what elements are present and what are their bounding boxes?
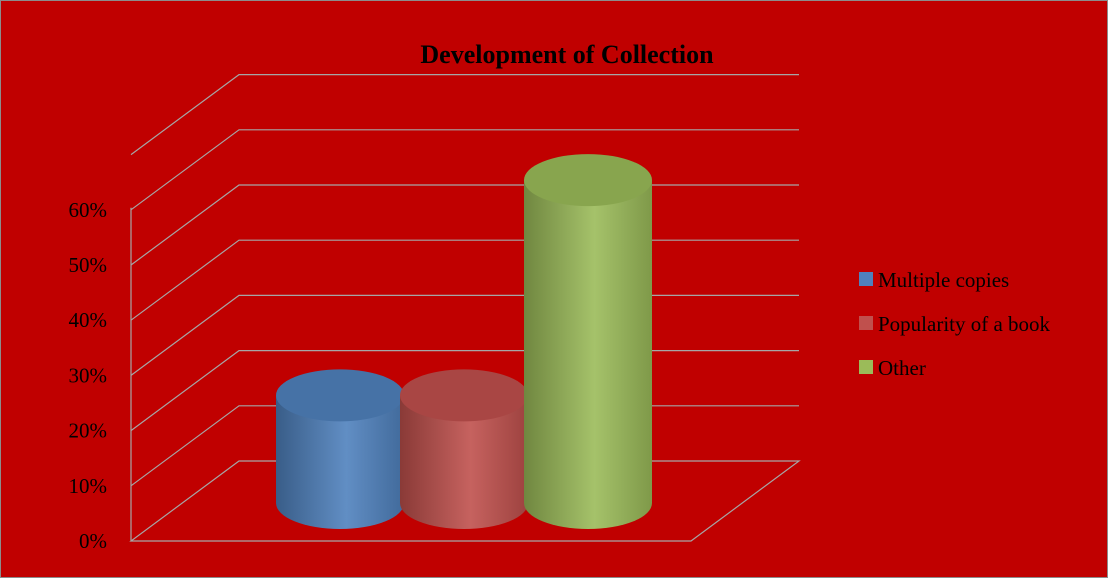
- bar-body: [400, 395, 528, 529]
- legend-label: Multiple copies: [878, 268, 1009, 292]
- bar-top: [276, 369, 404, 422]
- gridline: [130, 129, 799, 211]
- gridline: [130, 294, 799, 376]
- y-tick-label: 20%: [69, 419, 108, 443]
- y-axis-ticks: 0% 10% 20% 30% 40% 50% 60%: [69, 198, 108, 553]
- bar-body: [524, 180, 652, 529]
- chart-legend: Multiple copies Popularity of a book Other: [859, 268, 1051, 380]
- bar-2: [400, 369, 528, 529]
- y-tick-label: 30%: [69, 363, 108, 387]
- y-tick-label: 50%: [69, 253, 108, 277]
- bar-top: [400, 369, 528, 422]
- bar-body: [276, 395, 404, 529]
- gridline: [130, 184, 799, 266]
- legend-swatch: [859, 316, 873, 330]
- bar-3: [524, 154, 652, 529]
- legend-label: Popularity of a book: [878, 312, 1051, 336]
- gridline: [130, 239, 799, 321]
- chart-grid: [129, 73, 801, 542]
- legend-label: Other: [878, 356, 926, 380]
- chart-title: Development of Collection: [420, 40, 714, 69]
- legend-swatch: [859, 272, 873, 286]
- y-tick-label: 60%: [69, 198, 108, 222]
- gridline: [130, 73, 799, 156]
- chart-bars: [276, 154, 652, 529]
- legend-swatch: [859, 360, 873, 374]
- bar-1: [276, 369, 404, 529]
- y-tick-label: 40%: [69, 308, 108, 332]
- chart-floor: [129, 460, 801, 542]
- y-tick-label: 10%: [69, 474, 108, 498]
- bar-top: [524, 154, 652, 207]
- y-tick-label: 0%: [79, 529, 107, 553]
